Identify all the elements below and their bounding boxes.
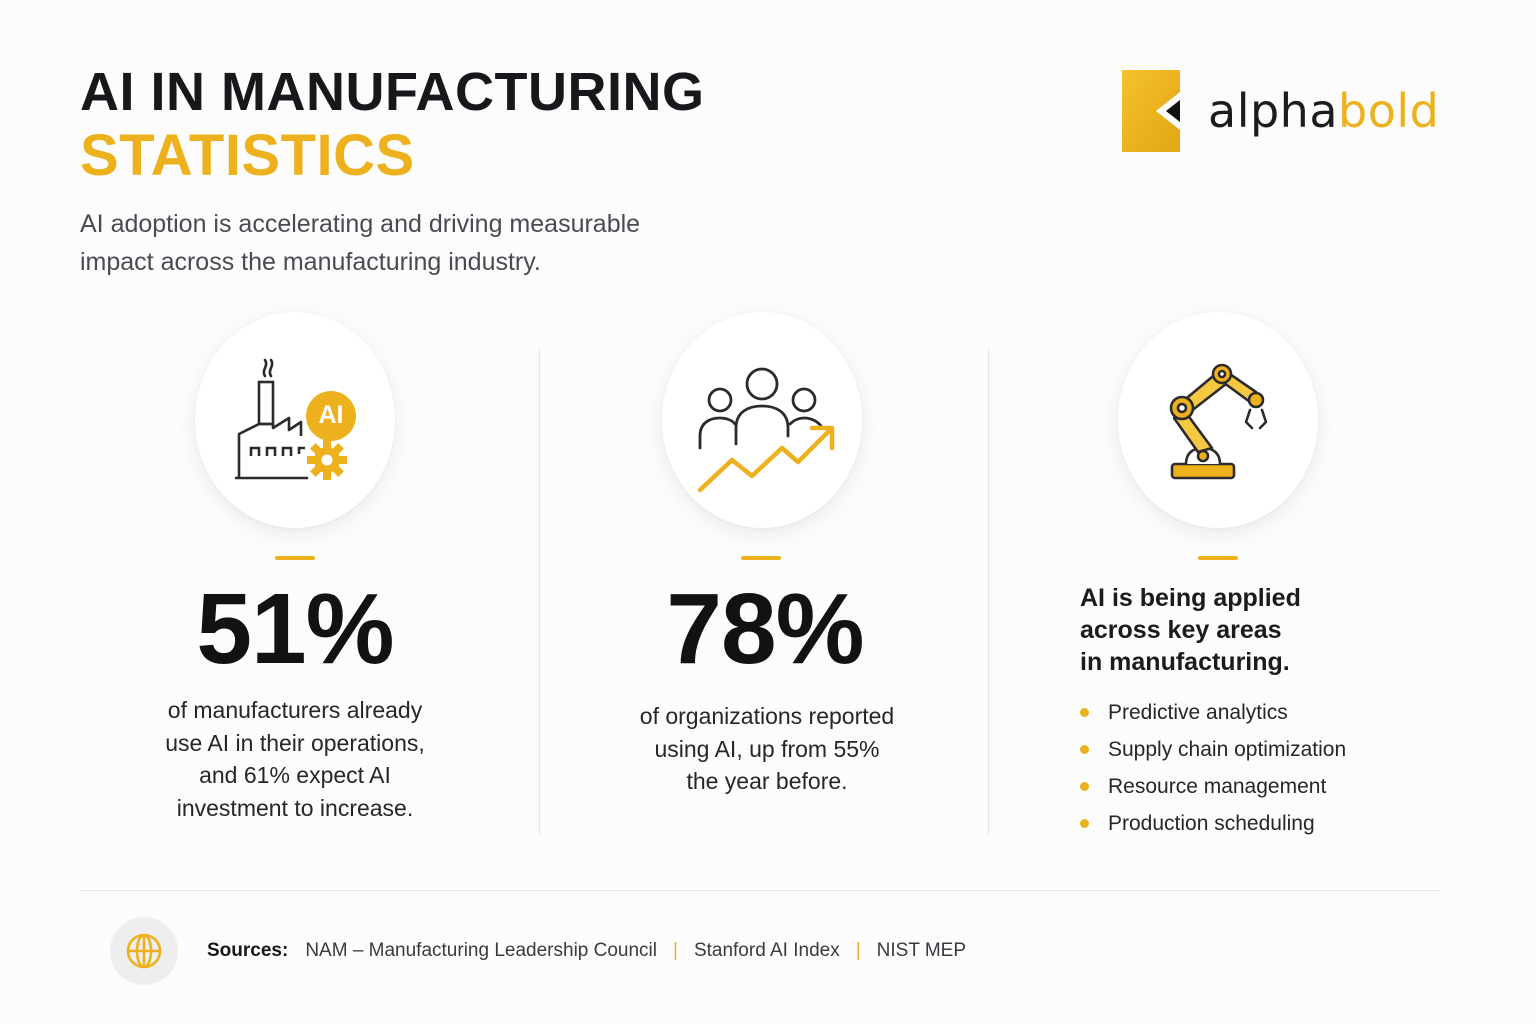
heading-line: across key areas [1080, 616, 1282, 644]
description-line: of organizations reported [639, 703, 895, 729]
list-item: Resource management [1080, 774, 1346, 811]
source-separator: | [855, 940, 861, 961]
bullet-dot [1080, 745, 1089, 754]
list-item-label: Production scheduling [1108, 812, 1315, 835]
stat-description: of manufacturers already use AI in their… [70, 694, 520, 824]
brand-logo-mark-icon [1122, 70, 1180, 152]
accent-dash [1198, 556, 1238, 560]
heading-line: in manufacturing. [1080, 648, 1290, 676]
globe-icon [110, 917, 178, 985]
applications-heading: AI is being applied across key areas in … [1080, 582, 1410, 678]
description-line: of manufacturers already [167, 697, 423, 723]
list-item-label: Resource management [1108, 775, 1327, 798]
stat-value: 78% [666, 573, 864, 685]
list-item-label: Predictive analytics [1108, 701, 1288, 724]
stat-value: 51% [196, 573, 394, 685]
sources-line: Sources: NAM – Manufacturing Leadership … [207, 940, 966, 962]
robotic-arm-icon [1169, 363, 1268, 480]
subtitle-line: AI adoption is accelerating and driving … [80, 210, 641, 238]
footer-divider [80, 890, 1440, 891]
applications-list: Predictive analytics Supply chain optimi… [1080, 700, 1346, 848]
description-line: use AI in their operations, [165, 729, 425, 756]
subtitle-line: impact across the manufacturing industry… [80, 248, 541, 276]
list-item: Predictive analytics [1080, 700, 1346, 737]
brand-logo: alphabold [1122, 70, 1452, 152]
source-separator: | [673, 940, 678, 961]
stat-description: of organizations reported using AI, up f… [542, 700, 992, 798]
bullet-dot [1080, 708, 1089, 717]
page-subtitle: AI adoption is accelerating and driving … [80, 205, 760, 281]
brand-logo-text-accent: bold [1338, 84, 1440, 138]
accent-dash [275, 556, 315, 560]
heading-line: AI is being applied [1080, 584, 1301, 612]
icon-circle: AI [195, 312, 395, 528]
bullet-dot [1080, 819, 1089, 828]
description-line: and 61% expect AI [199, 762, 391, 788]
description-line: investment to increase. [176, 794, 414, 821]
description-line: using AI, up from 55% [654, 735, 880, 762]
page-title-line2: STATISTICS [80, 123, 415, 188]
factory-ai-gear-icon [235, 358, 356, 480]
icon-circle [662, 312, 862, 528]
ai-badge-label: AI [318, 401, 344, 429]
source-item: NIST MEP [876, 940, 967, 961]
sources-label: Sources: [207, 940, 289, 961]
accent-dash [741, 556, 781, 560]
column-divider [539, 348, 540, 834]
page-title-line1: AI IN MANUFACTURING [80, 62, 705, 122]
list-item: Production scheduling [1080, 811, 1346, 848]
column-divider [988, 348, 989, 834]
brand-logo-text-dark: alpha [1208, 84, 1339, 138]
bullet-dot [1080, 782, 1089, 791]
people-growth-arrow-icon [697, 367, 835, 493]
brand-logo-text: alphabold [1208, 84, 1439, 138]
source-item: NAM – Manufacturing Leadership Council [305, 940, 657, 961]
source-item: Stanford AI Index [693, 940, 840, 961]
description-line: the year before. [686, 768, 848, 794]
icon-circle [1118, 312, 1318, 528]
list-item-label: Supply chain optimization [1108, 738, 1347, 761]
list-item: Supply chain optimization [1080, 737, 1346, 774]
